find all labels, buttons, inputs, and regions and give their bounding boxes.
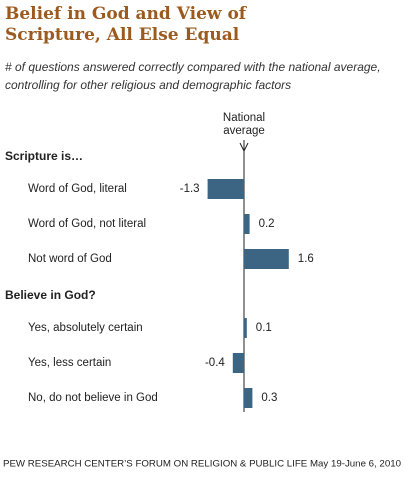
value-label: 0.1 bbox=[256, 322, 272, 334]
value-label: 1.6 bbox=[298, 253, 314, 265]
category-label: Not word of God bbox=[28, 253, 112, 265]
bar bbox=[232, 353, 244, 373]
chart-subtitle: # of questions answered correctly compar… bbox=[5, 60, 381, 92]
reference-label: National average bbox=[223, 112, 265, 137]
chart-title: Belief in God and View of Scripture, All… bbox=[5, 4, 247, 45]
group-label: Believe in God? bbox=[5, 288, 96, 302]
bar bbox=[244, 214, 250, 234]
value-label: -1.3 bbox=[180, 183, 200, 195]
bar bbox=[244, 249, 289, 269]
bar bbox=[244, 388, 253, 408]
category-label: Word of God, not literal bbox=[28, 218, 146, 230]
bar bbox=[207, 179, 244, 199]
reference-arrow bbox=[239, 142, 249, 153]
group-label: Scripture is… bbox=[5, 149, 83, 163]
category-label: Yes, absolutely certain bbox=[28, 322, 143, 334]
category-label: Yes, less certain bbox=[28, 357, 111, 369]
value-label: -0.4 bbox=[205, 357, 225, 369]
value-label: 0.2 bbox=[259, 218, 275, 230]
source: PEW RESEARCH CENTER’S FORUM ON RELIGION … bbox=[3, 459, 401, 470]
category-label: No, do not believe in God bbox=[28, 392, 158, 404]
value-label: 0.3 bbox=[261, 392, 277, 404]
bar bbox=[244, 318, 247, 338]
category-label: Word of God, literal bbox=[28, 183, 127, 195]
